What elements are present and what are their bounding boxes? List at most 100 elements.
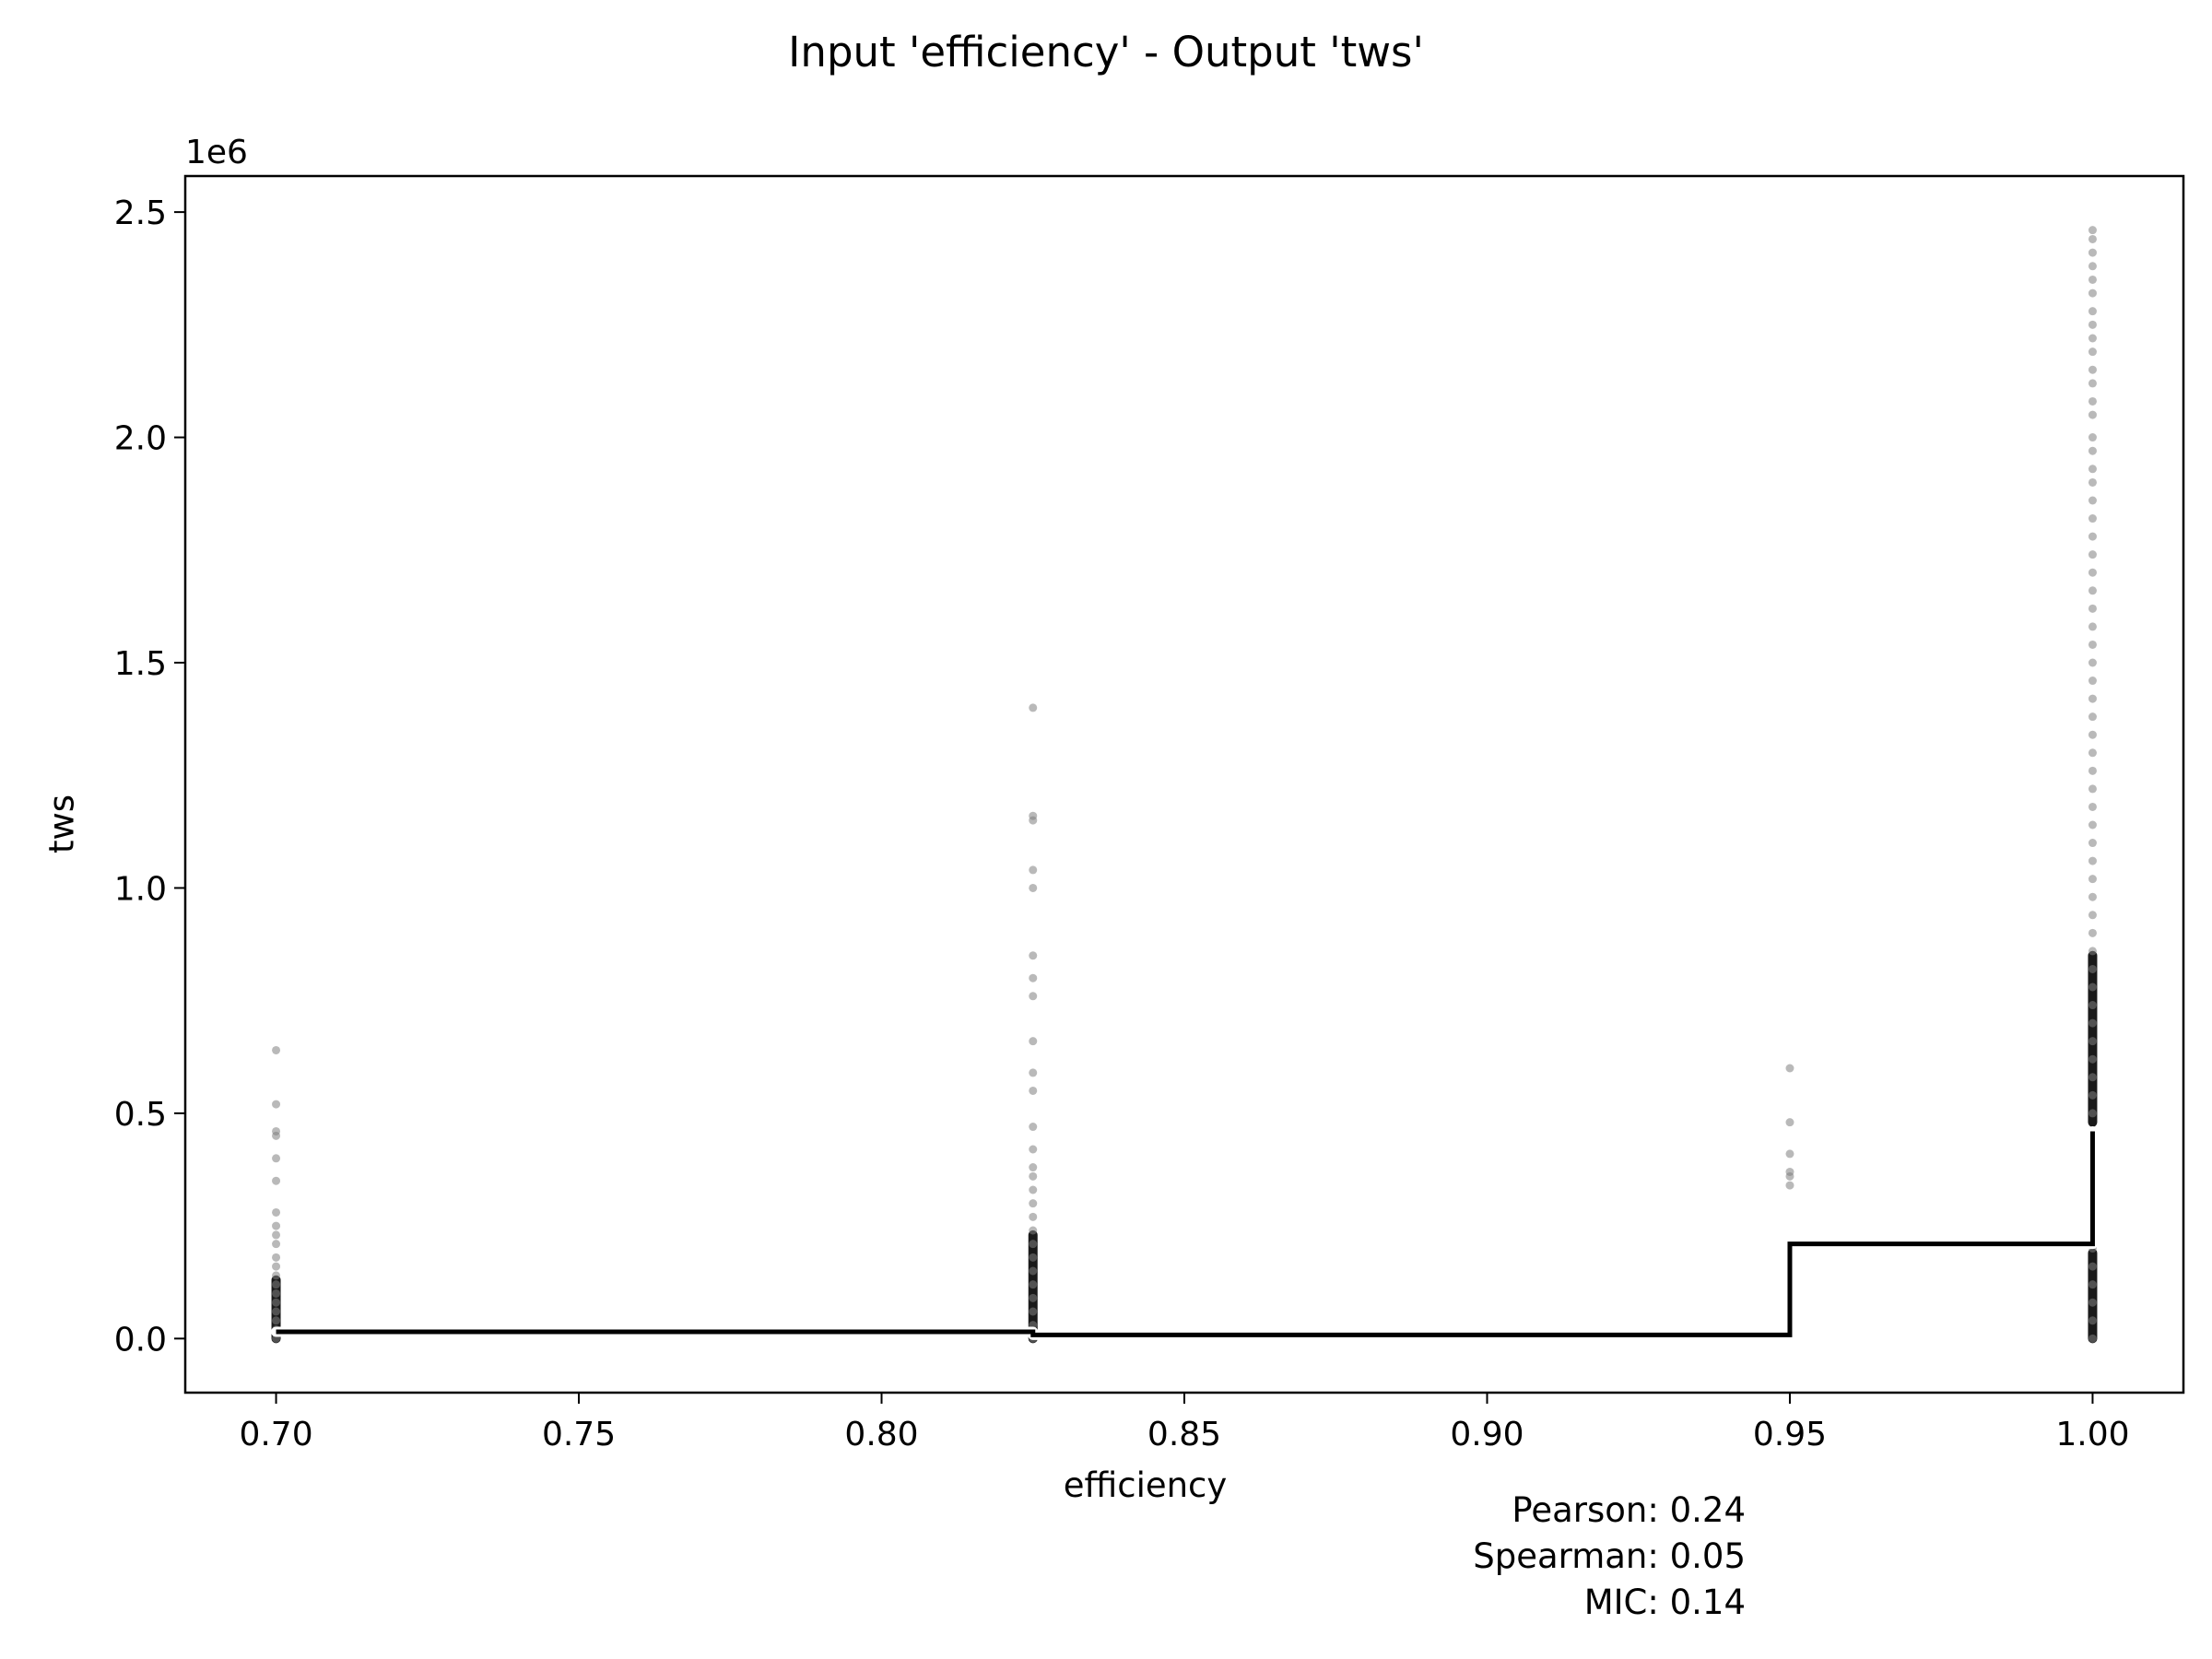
scatter-point-1-22 [1029, 1280, 1038, 1289]
scatter-point-3-4 [2088, 275, 2097, 284]
scatter-point-1-3 [1029, 865, 1038, 875]
scatter-point-1-7 [1029, 992, 1038, 1001]
scatter-point-3-7 [2088, 320, 2097, 329]
scatter-point-3-51 [2088, 1090, 2097, 1100]
scatter-point-1-23 [1029, 1293, 1038, 1302]
scatter-point-2-5 [1785, 1181, 1794, 1190]
scatter-point-1-11 [1029, 1123, 1038, 1132]
scatter-point-3-9 [2088, 347, 2097, 357]
x-tick-label-2: 0.80 [844, 1416, 918, 1453]
scatter-point-3-21 [2088, 550, 2097, 559]
scatter-point-1-4 [1029, 883, 1038, 892]
scatter-point-1-10 [1029, 1086, 1038, 1095]
scatter-point-3-17 [2088, 477, 2097, 487]
scatter-point-3-16 [2088, 465, 2097, 474]
scatter-point-0-9 [272, 1240, 281, 1249]
scatter-point-1-19 [1029, 1240, 1038, 1249]
scatter-point-0-12 [272, 1271, 281, 1280]
scatter-point-3-1 [2088, 234, 2097, 243]
scatter-point-1-14 [1029, 1171, 1038, 1181]
scatter-point-3-36 [2088, 820, 2097, 830]
scatter-point-3-47 [2088, 1018, 2097, 1028]
scatter-point-0-7 [272, 1221, 281, 1230]
chart-title: Input 'efficiency' - Output 'tws' [788, 28, 1424, 76]
step-line-halo [271, 1125, 2098, 1340]
scatter-point-3-13 [2088, 410, 2097, 419]
scatter-point-1-18 [1029, 1226, 1038, 1235]
scatter-point-2-4 [1785, 1171, 1794, 1181]
x-tick-label-0: 0.70 [239, 1416, 312, 1453]
scatter-point-3-11 [2088, 379, 2097, 388]
scatter-point-3-23 [2088, 586, 2097, 595]
scatter-point-3-48 [2088, 1037, 2097, 1046]
scatter-point-3-52 [2088, 1109, 2097, 1118]
scatter-point-3-55 [2088, 1280, 2097, 1289]
scatter-point-3-19 [2088, 514, 2097, 524]
scatter-point-1-9 [1029, 1068, 1038, 1077]
scatter-point-3-28 [2088, 677, 2097, 686]
scatter-point-1-12 [1029, 1145, 1038, 1154]
scatter-point-1-13 [1029, 1163, 1038, 1172]
y-tick-label-5: 2.5 [114, 194, 167, 232]
scatter-point-3-54 [2088, 1262, 2097, 1271]
step-line [276, 1131, 2095, 1337]
scatter-point-3-39 [2088, 875, 2097, 884]
scatter-point-0-0 [272, 1045, 281, 1054]
axes-layer: 0.70 0.75 0.80 0.85 0.90 0.95 1.00 0.0 0.5 1.0 1.5… [114, 134, 2185, 1453]
pearson-stat: Pearson: 0.24 [1512, 1490, 1746, 1530]
scatter-point-1-0 [1029, 703, 1038, 712]
scatter-point-1-6 [1029, 973, 1038, 982]
scatter-point-3-29 [2088, 694, 2097, 703]
x-tick-label-5: 0.95 [1753, 1416, 1827, 1453]
y-offset-label: 1e6 [185, 134, 248, 171]
scatter-point-3-57 [2088, 1316, 2097, 1325]
scatter-point-3-25 [2088, 622, 2097, 631]
mic-stat: MIC: 0.14 [1583, 1583, 1746, 1622]
scatter-point-3-35 [2088, 802, 2097, 811]
scatter-point-1-5 [1029, 951, 1038, 960]
scatter-point-2-2 [1785, 1149, 1794, 1159]
scatter-point-0-1 [272, 1100, 281, 1109]
scatter-point-3-32 [2088, 748, 2097, 758]
scatter-point-3-43 [2088, 947, 2097, 956]
scatter-point-3-26 [2088, 640, 2097, 649]
scatter-point-1-21 [1029, 1266, 1038, 1276]
scatter-point-3-58 [2088, 1334, 2097, 1343]
scatter-point-0-13 [272, 1280, 281, 1289]
scatter-point-0-15 [272, 1298, 281, 1307]
scatter-point-1-24 [1029, 1307, 1038, 1316]
scatter-point-0-6 [272, 1207, 281, 1217]
y-tick-label-0: 0.0 [114, 1321, 167, 1359]
x-axis-label: efficiency [1063, 1465, 1228, 1505]
scatter-point-3-30 [2088, 712, 2097, 722]
scatter-point-0-3 [272, 1131, 281, 1140]
scatter-point-1-17 [1029, 1212, 1038, 1221]
scatter-point-0-8 [272, 1230, 281, 1240]
x-tick-label-4: 0.90 [1450, 1416, 1524, 1453]
y-tick-label-4: 2.0 [114, 420, 167, 458]
scatter-point-3-40 [2088, 892, 2097, 901]
scatter-point-3-27 [2088, 658, 2097, 667]
scatter-point-0-11 [272, 1262, 281, 1271]
scatter-point-3-0 [2088, 226, 2097, 235]
scatter-point-3-18 [2088, 496, 2097, 505]
scatter-point-0-17 [272, 1316, 281, 1325]
spearman-stat: Spearman: 0.05 [1473, 1536, 1746, 1576]
scatter-point-3-20 [2088, 532, 2097, 541]
y-tick-label-1: 0.5 [114, 1096, 167, 1134]
scatter-point-3-6 [2088, 307, 2097, 316]
line-layer [271, 1125, 2098, 1340]
scatter-point-3-31 [2088, 730, 2097, 739]
scatter-point-1-20 [1029, 1253, 1038, 1262]
scatter-point-3-49 [2088, 1054, 2097, 1064]
scatter-point-0-10 [272, 1253, 281, 1262]
scatter-point-3-46 [2088, 1001, 2097, 1010]
scatter-point-1-8 [1029, 1037, 1038, 1046]
scatter-point-3-24 [2088, 604, 2097, 613]
scatter-point-3-38 [2088, 856, 2097, 865]
scatter-point-0-4 [272, 1154, 281, 1163]
scatter-point-2-1 [1785, 1118, 1794, 1127]
scatter-point-3-10 [2088, 365, 2097, 374]
x-tick-label-3: 0.85 [1147, 1416, 1221, 1453]
